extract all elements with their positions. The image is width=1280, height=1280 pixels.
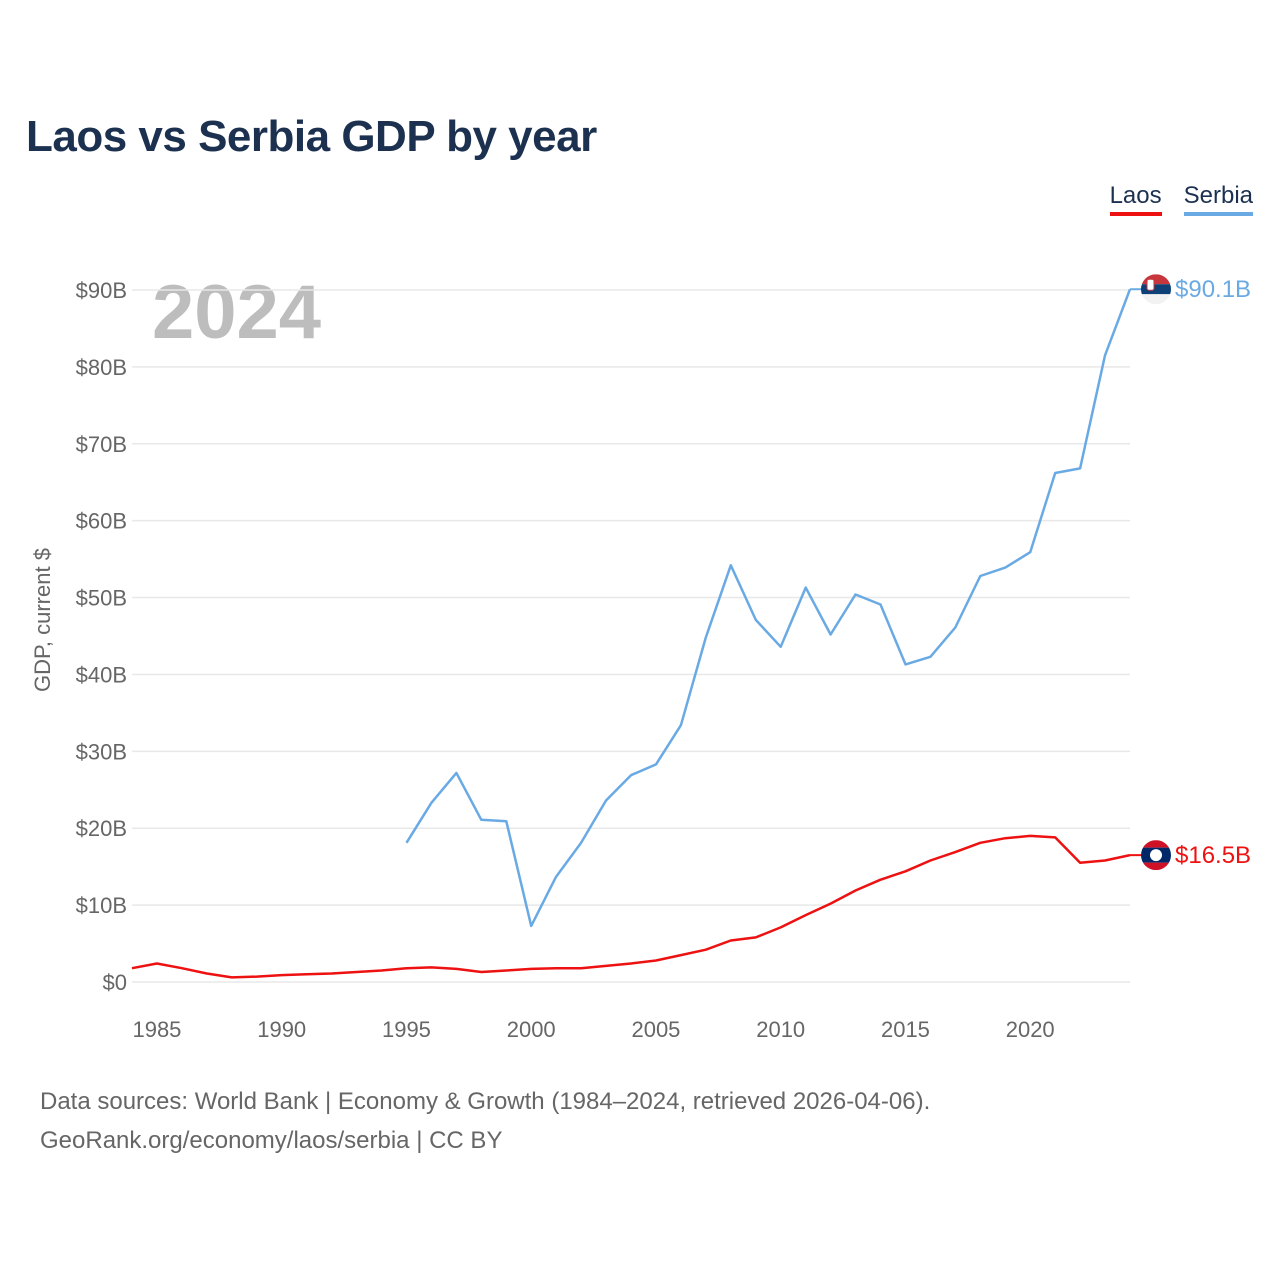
y-tick-label: $70B [76,432,127,457]
serbia-flag-icon [1141,274,1171,305]
flag-body [1141,840,1171,871]
chart-title: Laos vs Serbia GDP by year [26,112,597,161]
x-tick-label: 2020 [1006,1017,1055,1042]
y-tick-label: $0 [103,970,127,995]
x-tick-label: 2015 [881,1017,930,1042]
end-value-label-laos: $16.5B [1175,842,1251,869]
flag-band [1141,862,1171,871]
y-tick-label: $90B [76,278,127,303]
series-line-laos [131,834,1131,979]
y-tick-label: $10B [76,893,127,918]
laos-flag-icon [1141,840,1171,871]
legend-item-serbia[interactable]: Serbia [1183,182,1253,216]
y-tick-label: $30B [76,739,127,764]
source-link[interactable]: GeoRank.org/economy/laos/serbia | CC BY [40,1127,503,1154]
flag-disc [1150,849,1162,862]
flag-band [1141,274,1171,285]
y-axis-label: GDP, current $ [30,548,55,692]
y-tick-label: $80B [76,355,127,380]
x-tick-label: 2010 [756,1017,805,1042]
current-year-watermark: 2024 [152,270,321,355]
flag-band [1141,284,1171,295]
x-tick-label: 1990 [257,1017,306,1042]
flag-body [1141,274,1171,305]
x-tick-label: 1985 [132,1017,181,1042]
y-tick-label: $60B [76,509,127,534]
legend: Laos Serbia [1109,182,1253,216]
x-tick-label: 1995 [382,1017,431,1042]
source-line: Data sources: World Bank | Economy & Gro… [40,1088,931,1115]
flag-band [1141,840,1171,848]
end-value-label-serbia: $90.1B [1175,276,1251,303]
legend-item-laos[interactable]: Laos [1109,182,1162,216]
y-tick-label: $20B [76,816,127,841]
y-tick-label: $40B [76,662,127,687]
data-source-note: Data sources: World Bank | Economy & Gro… [40,1082,930,1160]
flag-emblem [1146,278,1155,291]
x-tick-label: 2005 [631,1017,680,1042]
flag-band [1141,294,1171,305]
gdp-line-chart: 2024 $0 $10B $20B $30B $40B $50B $60B $70B $80B $9… [30,270,1251,1042]
x-tick-label: 2000 [507,1017,556,1042]
series-line-serbia [405,288,1132,928]
y-tick-label: $50B [76,586,127,611]
